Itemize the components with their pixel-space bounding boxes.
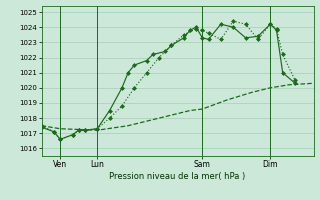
X-axis label: Pression niveau de la mer( hPa ): Pression niveau de la mer( hPa ): [109, 172, 246, 181]
